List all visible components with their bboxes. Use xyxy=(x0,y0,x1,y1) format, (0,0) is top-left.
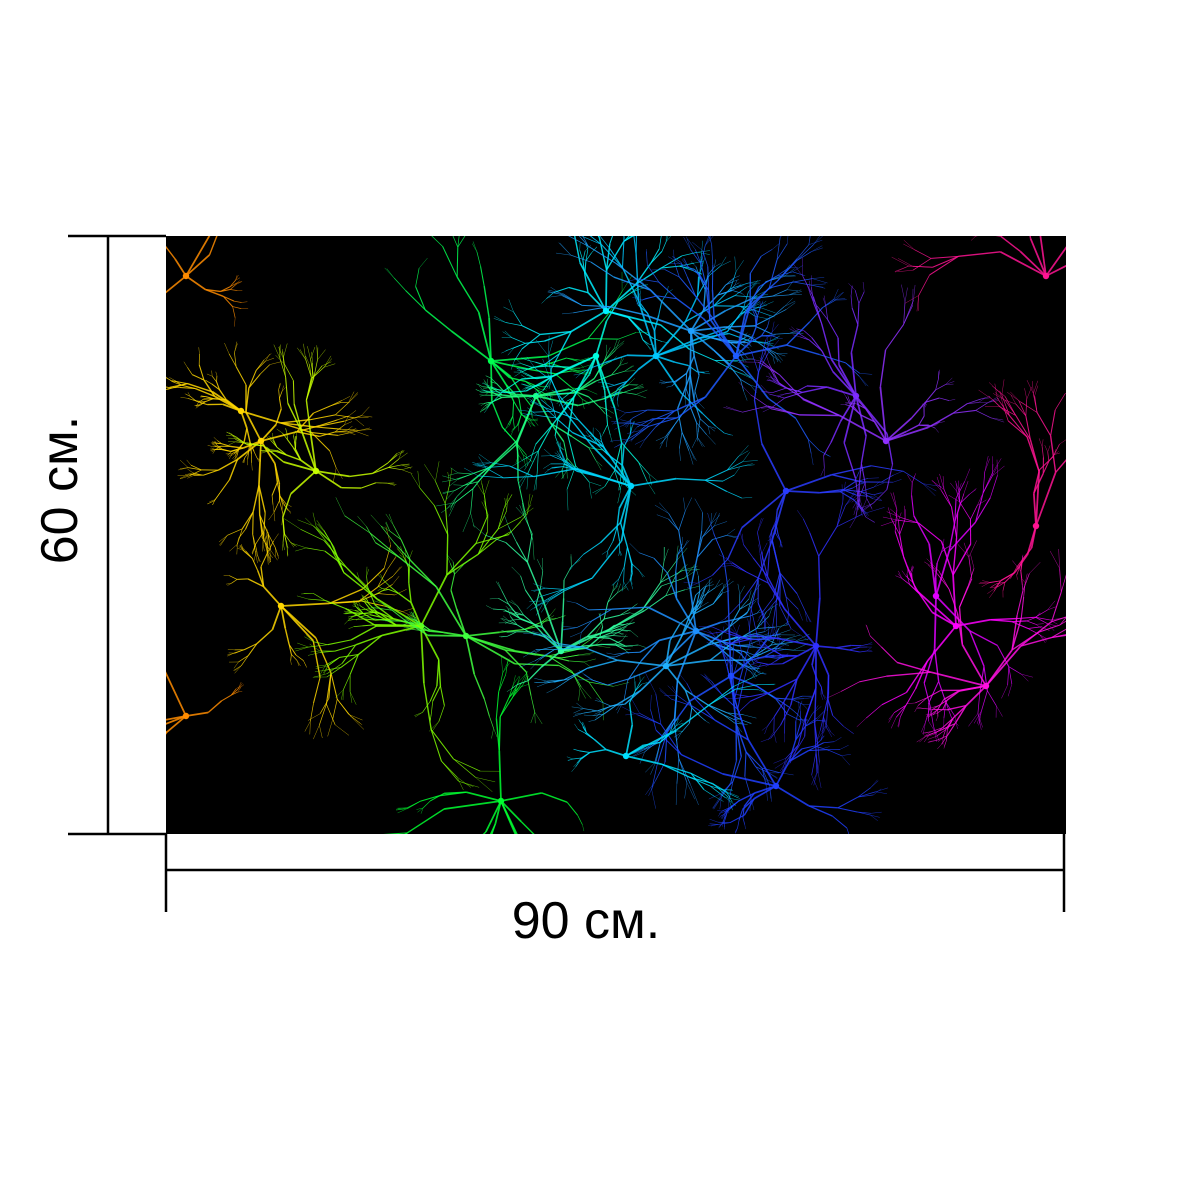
neuron-art-print xyxy=(166,236,1066,834)
width-label: 90 см. xyxy=(511,892,661,950)
neuron-pattern-image xyxy=(166,236,1066,834)
height-label: 60 см. xyxy=(31,415,89,565)
